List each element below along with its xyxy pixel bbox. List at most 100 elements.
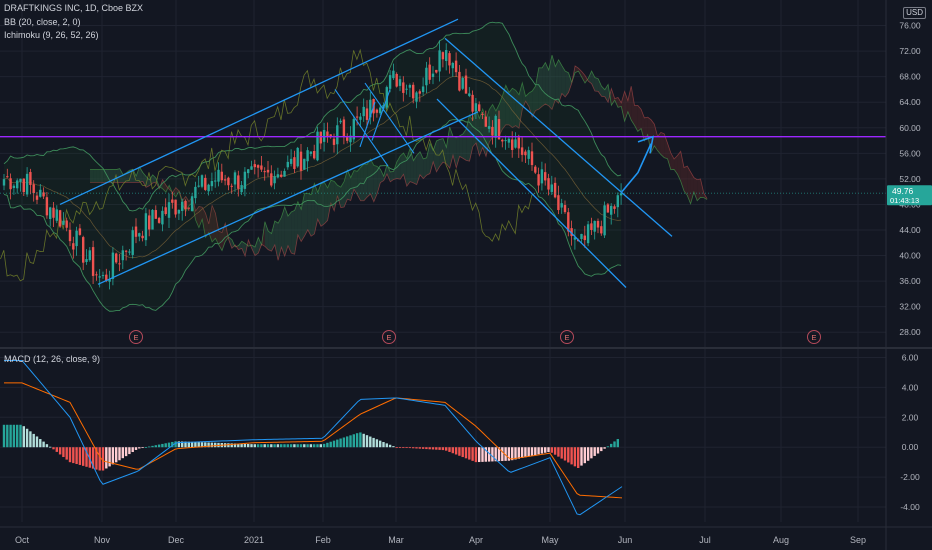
macd-histogram-bar [207, 442, 210, 448]
macd-histogram-bar [88, 447, 91, 468]
bb-legend[interactable]: BB (20, close, 2, 0) [4, 17, 81, 27]
macd-histogram-bar [313, 444, 316, 448]
candle-body [128, 251, 131, 253]
macd-histogram-bar [167, 442, 171, 448]
cloud-segment [568, 72, 572, 93]
macd-histogram-bar [286, 444, 289, 448]
candle-body [431, 73, 435, 77]
macd-histogram-bar [441, 447, 445, 451]
candle-body [42, 192, 45, 197]
macd-histogram-bar [65, 447, 68, 460]
macd-y-tick-label: 4.00 [902, 382, 919, 392]
cloud-segment [360, 164, 364, 201]
candle-body [563, 205, 567, 213]
macd-histogram-bar [425, 447, 428, 450]
flag-line [334, 89, 389, 167]
macd-histogram-bar [435, 447, 438, 450]
candle-body [270, 173, 273, 186]
macd-histogram-bar [326, 442, 329, 448]
macd-histogram-bar [570, 447, 573, 465]
macd-legend[interactable]: MACD (12, 26, close, 9) [4, 354, 101, 364]
candle-body [425, 67, 428, 86]
candle-body [418, 91, 421, 94]
candle-body [583, 235, 586, 241]
macd-histogram-bar [329, 441, 332, 448]
candle-body [511, 139, 514, 150]
macd-histogram-bar [144, 447, 148, 448]
candle-body [388, 75, 392, 89]
macd-histogram-bar [128, 447, 131, 455]
cloud-segment [142, 172, 147, 188]
macd-histogram-bar [52, 447, 55, 450]
macd-histogram-bar [266, 444, 270, 448]
ichimoku-legend[interactable]: Ichimoku (9, 26, 52, 26) [4, 30, 99, 40]
macd-histogram-bar [2, 424, 6, 448]
currency-badge[interactable]: USD [903, 7, 926, 19]
cloud-segment [215, 213, 219, 245]
candle-body [171, 199, 174, 203]
candle-body [144, 213, 148, 241]
macd-histogram-bar [349, 435, 352, 448]
macd-histogram-bar [263, 444, 266, 448]
cloud-segment [588, 71, 592, 84]
cloud-segment [555, 59, 559, 104]
candle-body [197, 185, 200, 187]
candle-body [544, 172, 547, 181]
macd-histogram-bar [362, 433, 365, 448]
last-price-value: 49.76 [892, 186, 914, 196]
candle-body [68, 229, 72, 242]
candle-body [474, 103, 478, 112]
macd-histogram-bar [243, 443, 247, 448]
macd-histogram-bar [474, 447, 478, 463]
candle-body [507, 138, 511, 143]
candle-body [365, 108, 369, 120]
macd-histogram-bar [448, 447, 451, 452]
candle-body [190, 196, 194, 212]
candle-body [303, 158, 306, 170]
macd-histogram-bar [392, 446, 395, 448]
macd-histogram-bar [230, 443, 233, 448]
macd-histogram-bar [200, 442, 204, 448]
candle-body [72, 243, 75, 250]
macd-histogram-bar [355, 433, 359, 448]
macd-histogram-bar [517, 447, 520, 459]
cloud-segment [337, 185, 341, 208]
macd-histogram-bar [530, 447, 534, 456]
cloud-segment [274, 220, 279, 261]
candle-body [316, 131, 319, 161]
macd-histogram-bar [600, 447, 603, 452]
candle-body [58, 210, 62, 227]
macd-histogram-bar [520, 447, 524, 458]
candle-body [2, 179, 6, 186]
candle-body [336, 125, 339, 145]
candle-body [177, 209, 181, 214]
earnings-marker-label: E [133, 333, 138, 342]
candle-body [352, 119, 355, 140]
candle-body [349, 135, 352, 143]
macd-histogram-bar [78, 447, 82, 465]
candle-body [115, 253, 118, 263]
cloud-segment [525, 93, 529, 107]
cloud-segment [363, 164, 368, 201]
candle-body [62, 220, 65, 225]
macd-histogram-bar [204, 442, 207, 448]
candle-body [504, 140, 507, 142]
cloud-segment [284, 206, 288, 257]
rising-channel-lower [97, 111, 479, 285]
macd-histogram-bar [577, 447, 580, 469]
macd-histogram-bar [85, 447, 88, 467]
bollinger-bands [0, 21, 622, 312]
macd-histogram-bar [438, 447, 441, 450]
candle-body [534, 166, 537, 173]
macd-histogram-bar [253, 444, 256, 448]
cloud-segment [149, 174, 153, 186]
cloud-segment [93, 169, 97, 183]
macd-histogram-bar [164, 443, 167, 448]
symbol-legend[interactable]: DRAFTKINGS INC, 1D, Cboe BZX [4, 3, 144, 13]
cloud-segment [429, 143, 434, 174]
macd-histogram-bar [157, 444, 161, 448]
macd-histogram-bar [62, 447, 65, 458]
